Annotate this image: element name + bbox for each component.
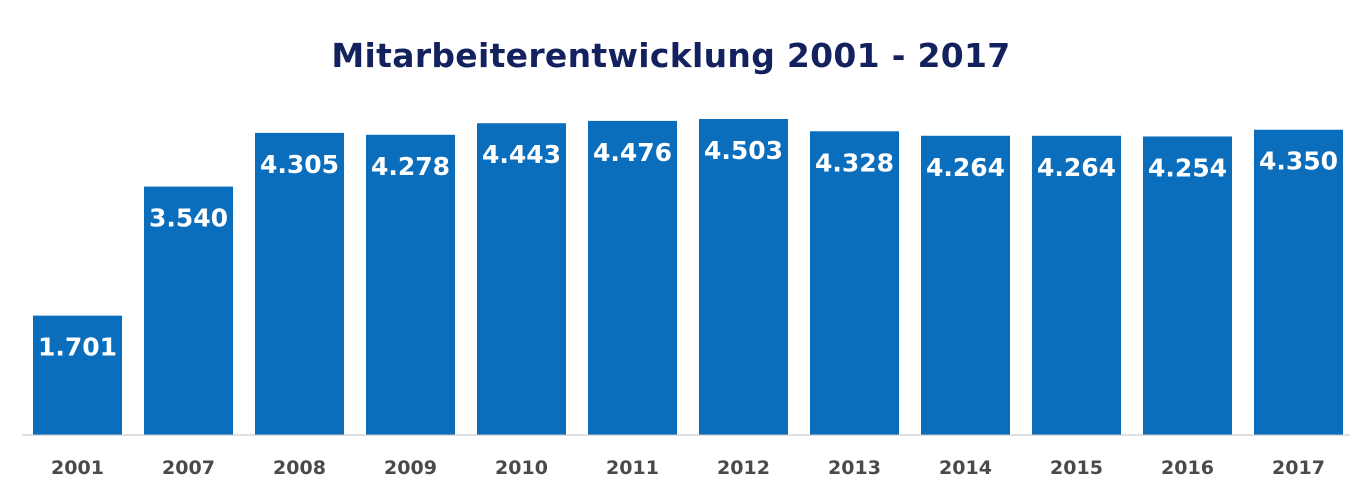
bar-value-label-2009: 4.278 — [371, 152, 450, 181]
bar-2017 — [1254, 129, 1343, 435]
bar-value-label-2015: 4.264 — [1037, 153, 1116, 182]
bar-2010 — [477, 123, 566, 436]
bar-value-label-2001: 1.701 — [38, 333, 117, 362]
bar-2007 — [144, 186, 233, 435]
bar-value-label-2008: 4.305 — [260, 150, 339, 179]
x-tick-label-2016: 2016 — [1161, 457, 1214, 479]
bar-2016 — [1143, 136, 1232, 435]
x-tick-label-2007: 2007 — [162, 457, 215, 479]
bar-2008 — [255, 132, 344, 436]
x-tick-label-2008: 2008 — [273, 457, 326, 479]
bar-2001 — [33, 315, 122, 435]
bar-2013 — [810, 131, 899, 435]
bar-2015 — [1032, 135, 1121, 436]
x-tick-label-2015: 2015 — [1050, 457, 1103, 479]
x-tick-label-2010: 2010 — [495, 457, 548, 479]
x-tick-label-2013: 2013 — [828, 457, 881, 479]
bar-value-label-2013: 4.328 — [815, 148, 894, 177]
chart-title: Mitarbeiterentwicklung 2001 - 2017 — [331, 36, 1011, 75]
bars-group: 1.701 3.540 4.305 4.278 4.443 4.476 4.503 4.328… — [33, 119, 1343, 436]
bar-2011 — [588, 120, 677, 435]
bar-value-label-2016: 4.254 — [1148, 153, 1227, 182]
bar-value-label-2007: 3.540 — [149, 204, 228, 233]
bar-value-label-2014: 4.264 — [926, 153, 1005, 182]
bar-value-label-2011: 4.476 — [593, 138, 672, 167]
x-tick-label-2001: 2001 — [51, 457, 104, 479]
x-tick-label-2009: 2009 — [384, 457, 437, 479]
bar-2012 — [699, 119, 788, 435]
bar-2014 — [921, 135, 1010, 436]
x-axis-ticks: 2001 2007 2008 2009 2010 2011 2012 2013 2014 2015… — [51, 457, 1325, 479]
bar-value-label-2012: 4.503 — [704, 136, 783, 165]
bar-value-label-2017: 4.350 — [1259, 147, 1338, 176]
bar-value-label-2010: 4.443 — [482, 140, 561, 169]
bar-2009 — [366, 134, 455, 435]
x-tick-label-2012: 2012 — [717, 457, 770, 479]
x-tick-label-2017: 2017 — [1272, 457, 1325, 479]
x-tick-label-2011: 2011 — [606, 457, 659, 479]
x-tick-label-2014: 2014 — [939, 457, 992, 479]
